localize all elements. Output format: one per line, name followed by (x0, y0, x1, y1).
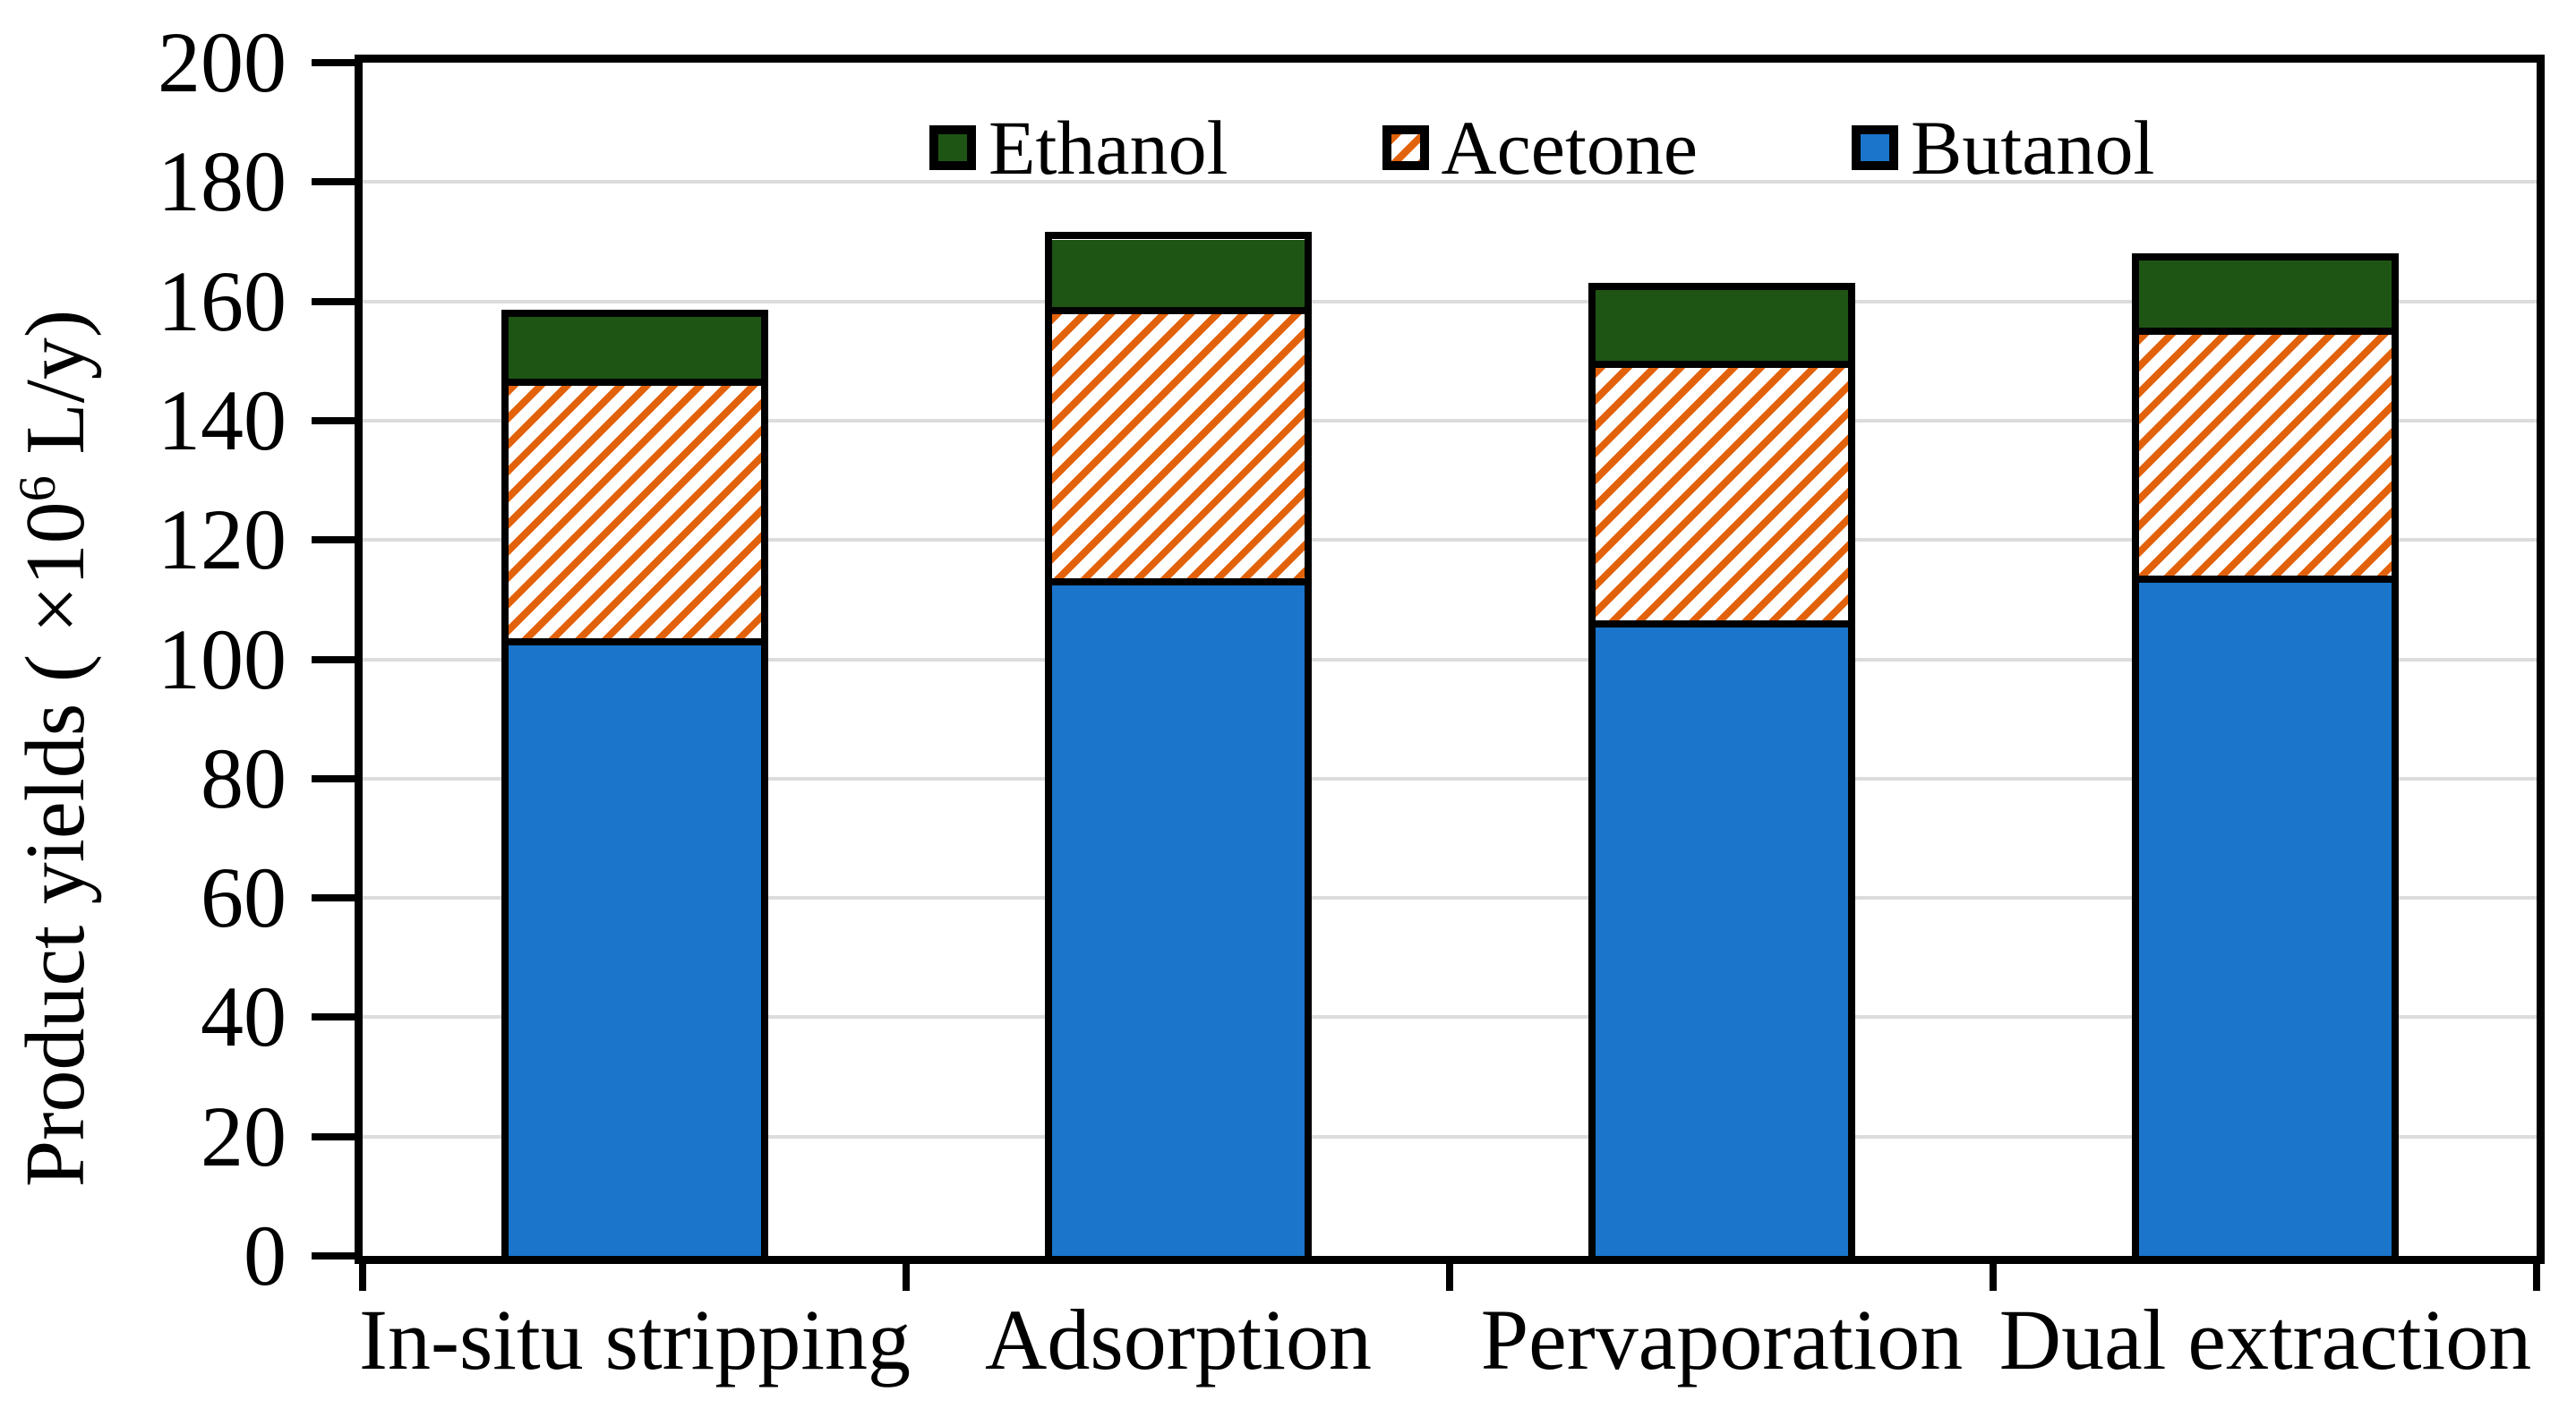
y-tick-label-100: 100 (158, 611, 287, 707)
y-axis-tick-200 (312, 59, 355, 66)
y-axis-tick-160 (312, 297, 355, 305)
x-axis-tick-2 (1446, 1264, 1453, 1291)
legend-label-ethanol: Ethanol (988, 105, 1228, 191)
bar-in-situ-stripping (501, 310, 768, 1256)
y-axis-title-text: Product yields ( ×10 (9, 501, 102, 1188)
bar-segment-acetone-1 (509, 386, 761, 638)
gridline-y-20 (363, 1134, 2537, 1139)
bar-segment-ethanol-1 (509, 317, 761, 379)
bar-segment-acetone-4 (2139, 335, 2392, 576)
legend-swatch-acetone (1382, 125, 1429, 170)
x-axis-tick-1 (903, 1264, 910, 1291)
x-axis-tick-4 (2533, 1264, 2540, 1291)
bar-segment-butanol-3 (1596, 628, 1848, 1256)
bar-segment-divider (1052, 307, 1305, 314)
x-category-label-2: Adsorption (985, 1292, 1372, 1388)
y-axis-tick-80 (312, 774, 355, 782)
bar-segment-ethanol-3 (1596, 290, 1848, 361)
bar-segment-divider (1596, 361, 1848, 368)
bar-segment-divider (1052, 578, 1305, 585)
bar-pervaporation (1588, 283, 1855, 1256)
gridline-y-120 (363, 538, 2537, 542)
legend-item-ethanol: Ethanol (929, 107, 1228, 188)
x-category-label-3: Pervaporation (1480, 1292, 1964, 1388)
y-tick-label-200: 200 (158, 14, 287, 110)
y-tick-label-160: 160 (158, 253, 287, 349)
gridline-y-40 (363, 1015, 2537, 1020)
y-tick-label-120: 120 (158, 491, 287, 587)
y-axis-tick-0 (312, 1252, 355, 1259)
y-tick-label-180: 180 (158, 133, 287, 229)
bar-segment-butanol-2 (1052, 585, 1305, 1256)
bar-segment-divider (509, 638, 761, 645)
bar-segment-butanol-4 (2139, 583, 2392, 1256)
legend-label-acetone: Acetone (1441, 105, 1699, 191)
bar-segment-divider (1596, 620, 1848, 628)
legend-swatch-ethanol (929, 125, 976, 170)
gridline-y-80 (363, 776, 2537, 781)
y-axis-tick-40 (312, 1013, 355, 1021)
y-tick-label-60: 60 (201, 850, 287, 945)
gridline-y-100 (363, 657, 2537, 662)
x-category-label-4: Dual extraction (1998, 1292, 2532, 1388)
y-tick-label-0: 0 (244, 1208, 287, 1303)
y-tick-label-140: 140 (158, 372, 287, 468)
plot-inner (312, 59, 2540, 1291)
y-tick-label-80: 80 (201, 730, 287, 826)
y-axis-tick-60 (312, 894, 355, 902)
bar-segment-divider (2139, 576, 2392, 583)
legend-swatch-butanol (1852, 125, 1899, 170)
x-axis-tick-3 (1990, 1264, 1997, 1291)
gridline-y-60 (363, 896, 2537, 901)
bar-segment-ethanol-2 (1052, 240, 1305, 307)
y-axis-tick-100 (312, 655, 355, 663)
bar-segment-butanol-1 (509, 645, 761, 1256)
bar-dual-extraction (2132, 253, 2399, 1256)
x-category-label-1: In-situ stripping (359, 1292, 911, 1388)
legend-item-butanol: Butanol (1852, 107, 2154, 188)
bar-segment-divider (2139, 328, 2392, 335)
y-axis-tick-120 (312, 536, 355, 544)
plot-area (312, 55, 2545, 1291)
y-tick-label-40: 40 (201, 969, 287, 1064)
bar-adsorption (1045, 232, 1312, 1256)
y-axis-tick-20 (312, 1132, 355, 1140)
legend: Ethanol Acetone Butanol (929, 107, 2154, 188)
y-axis-tick-140 (312, 416, 355, 424)
bar-segment-acetone-3 (1596, 368, 1848, 620)
x-axis-tick-0 (359, 1264, 366, 1291)
legend-item-acetone: Acetone (1382, 105, 1699, 191)
gridline-y-180 (363, 180, 2537, 184)
bar-segment-acetone-2 (1052, 314, 1305, 578)
y-tick-label-20: 20 (201, 1089, 287, 1184)
legend-label-butanol: Butanol (1911, 105, 2155, 191)
bar-segment-ethanol-4 (2139, 260, 2392, 328)
gridline-y-140 (363, 418, 2537, 423)
bar-segment-divider (509, 379, 761, 386)
gridline-y-160 (363, 299, 2537, 303)
y-axis-tick-180 (312, 178, 355, 186)
